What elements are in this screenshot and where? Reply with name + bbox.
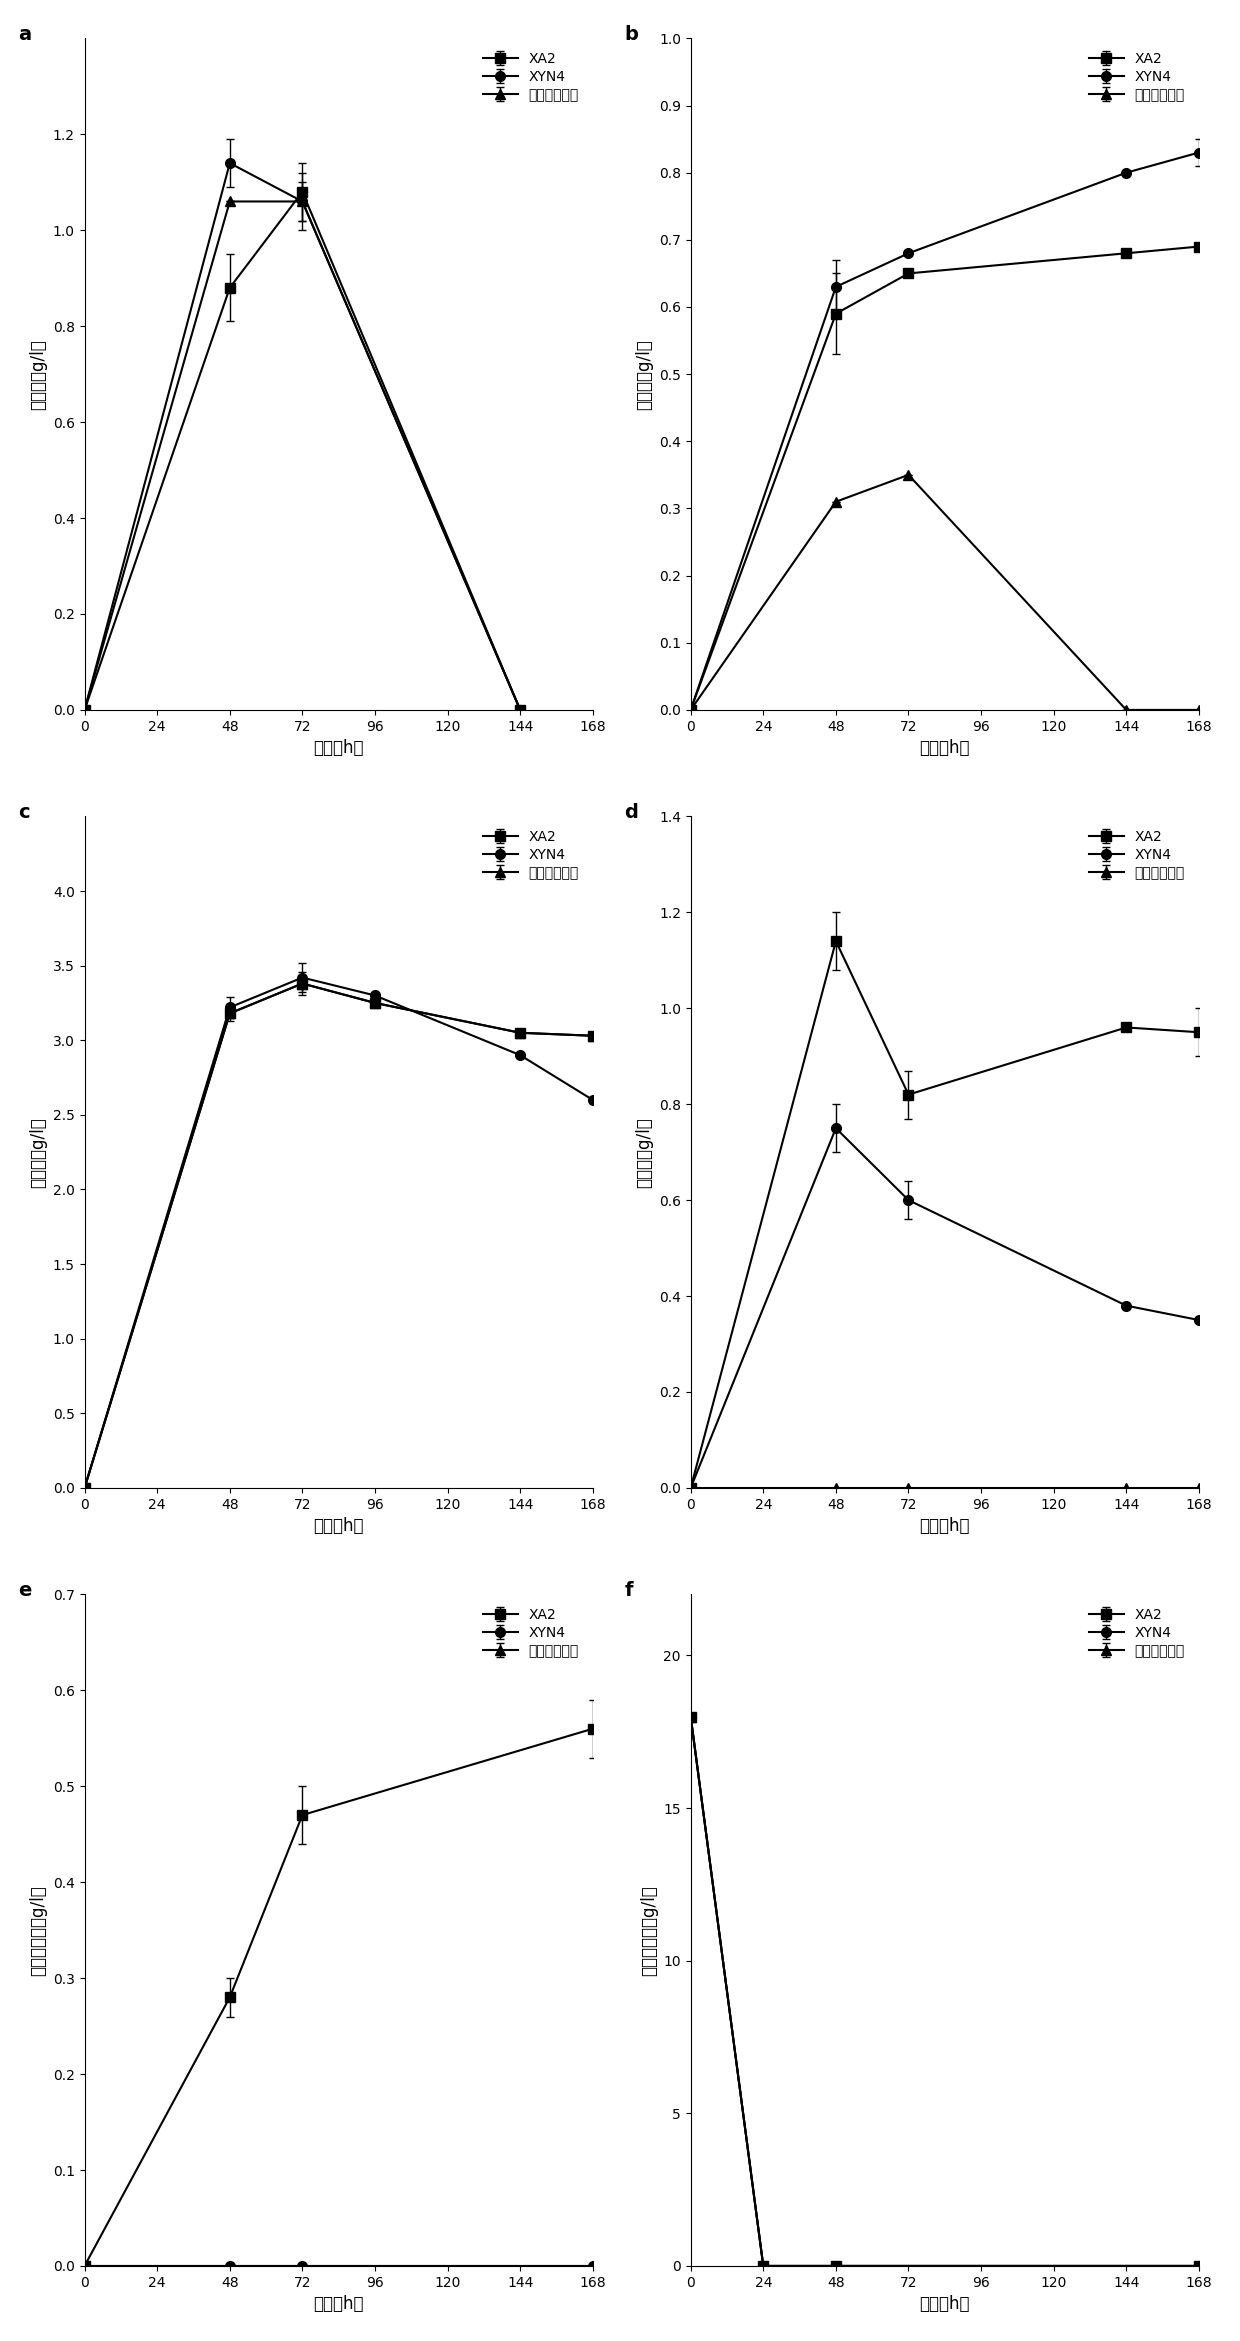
- Legend: XA2, XYN4, 产朕假丝酵母: XA2, XYN4, 产朕假丝酵母: [1083, 1601, 1192, 1664]
- Y-axis label: 木三糖（g/l）: 木三糖（g/l）: [635, 1117, 653, 1187]
- Text: d: d: [625, 803, 639, 822]
- Text: b: b: [625, 26, 639, 44]
- Legend: XA2, XYN4, 产朕假丝酵母: XA2, XYN4, 产朕假丝酵母: [476, 1601, 585, 1664]
- Y-axis label: 木糖量（g/l）: 木糖量（g/l）: [30, 339, 47, 410]
- X-axis label: 时间（h）: 时间（h）: [920, 1517, 970, 1536]
- Y-axis label: 葡萄糖含量（g/l）: 葡萄糖含量（g/l）: [640, 1885, 657, 1976]
- X-axis label: 时间（h）: 时间（h）: [314, 740, 363, 756]
- Text: a: a: [19, 26, 31, 44]
- X-axis label: 时间（h）: 时间（h）: [314, 2294, 363, 2313]
- Y-axis label: 木二糖（g/l）: 木二糖（g/l）: [30, 1117, 47, 1187]
- Legend: XA2, XYN4, 产朕假丝酵母: XA2, XYN4, 产朕假丝酵母: [1083, 44, 1192, 110]
- X-axis label: 时间（h）: 时间（h）: [920, 2294, 970, 2313]
- Y-axis label: 木糖量（g/l）: 木糖量（g/l）: [635, 339, 653, 410]
- Legend: XA2, XYN4, 产朕假丝酵母: XA2, XYN4, 产朕假丝酵母: [476, 44, 585, 110]
- Y-axis label: 阿拉伯糖量（g/l）: 阿拉伯糖量（g/l）: [30, 1885, 47, 1976]
- Legend: XA2, XYN4, 产朕假丝酵母: XA2, XYN4, 产朕假丝酵母: [476, 824, 585, 887]
- X-axis label: 时间（h）: 时间（h）: [314, 1517, 363, 1536]
- Text: f: f: [625, 1580, 634, 1599]
- Text: c: c: [19, 803, 30, 822]
- X-axis label: 时间（h）: 时间（h）: [920, 740, 970, 756]
- Text: e: e: [19, 1580, 32, 1599]
- Legend: XA2, XYN4, 产朕假丝酵母: XA2, XYN4, 产朕假丝酵母: [1083, 824, 1192, 887]
